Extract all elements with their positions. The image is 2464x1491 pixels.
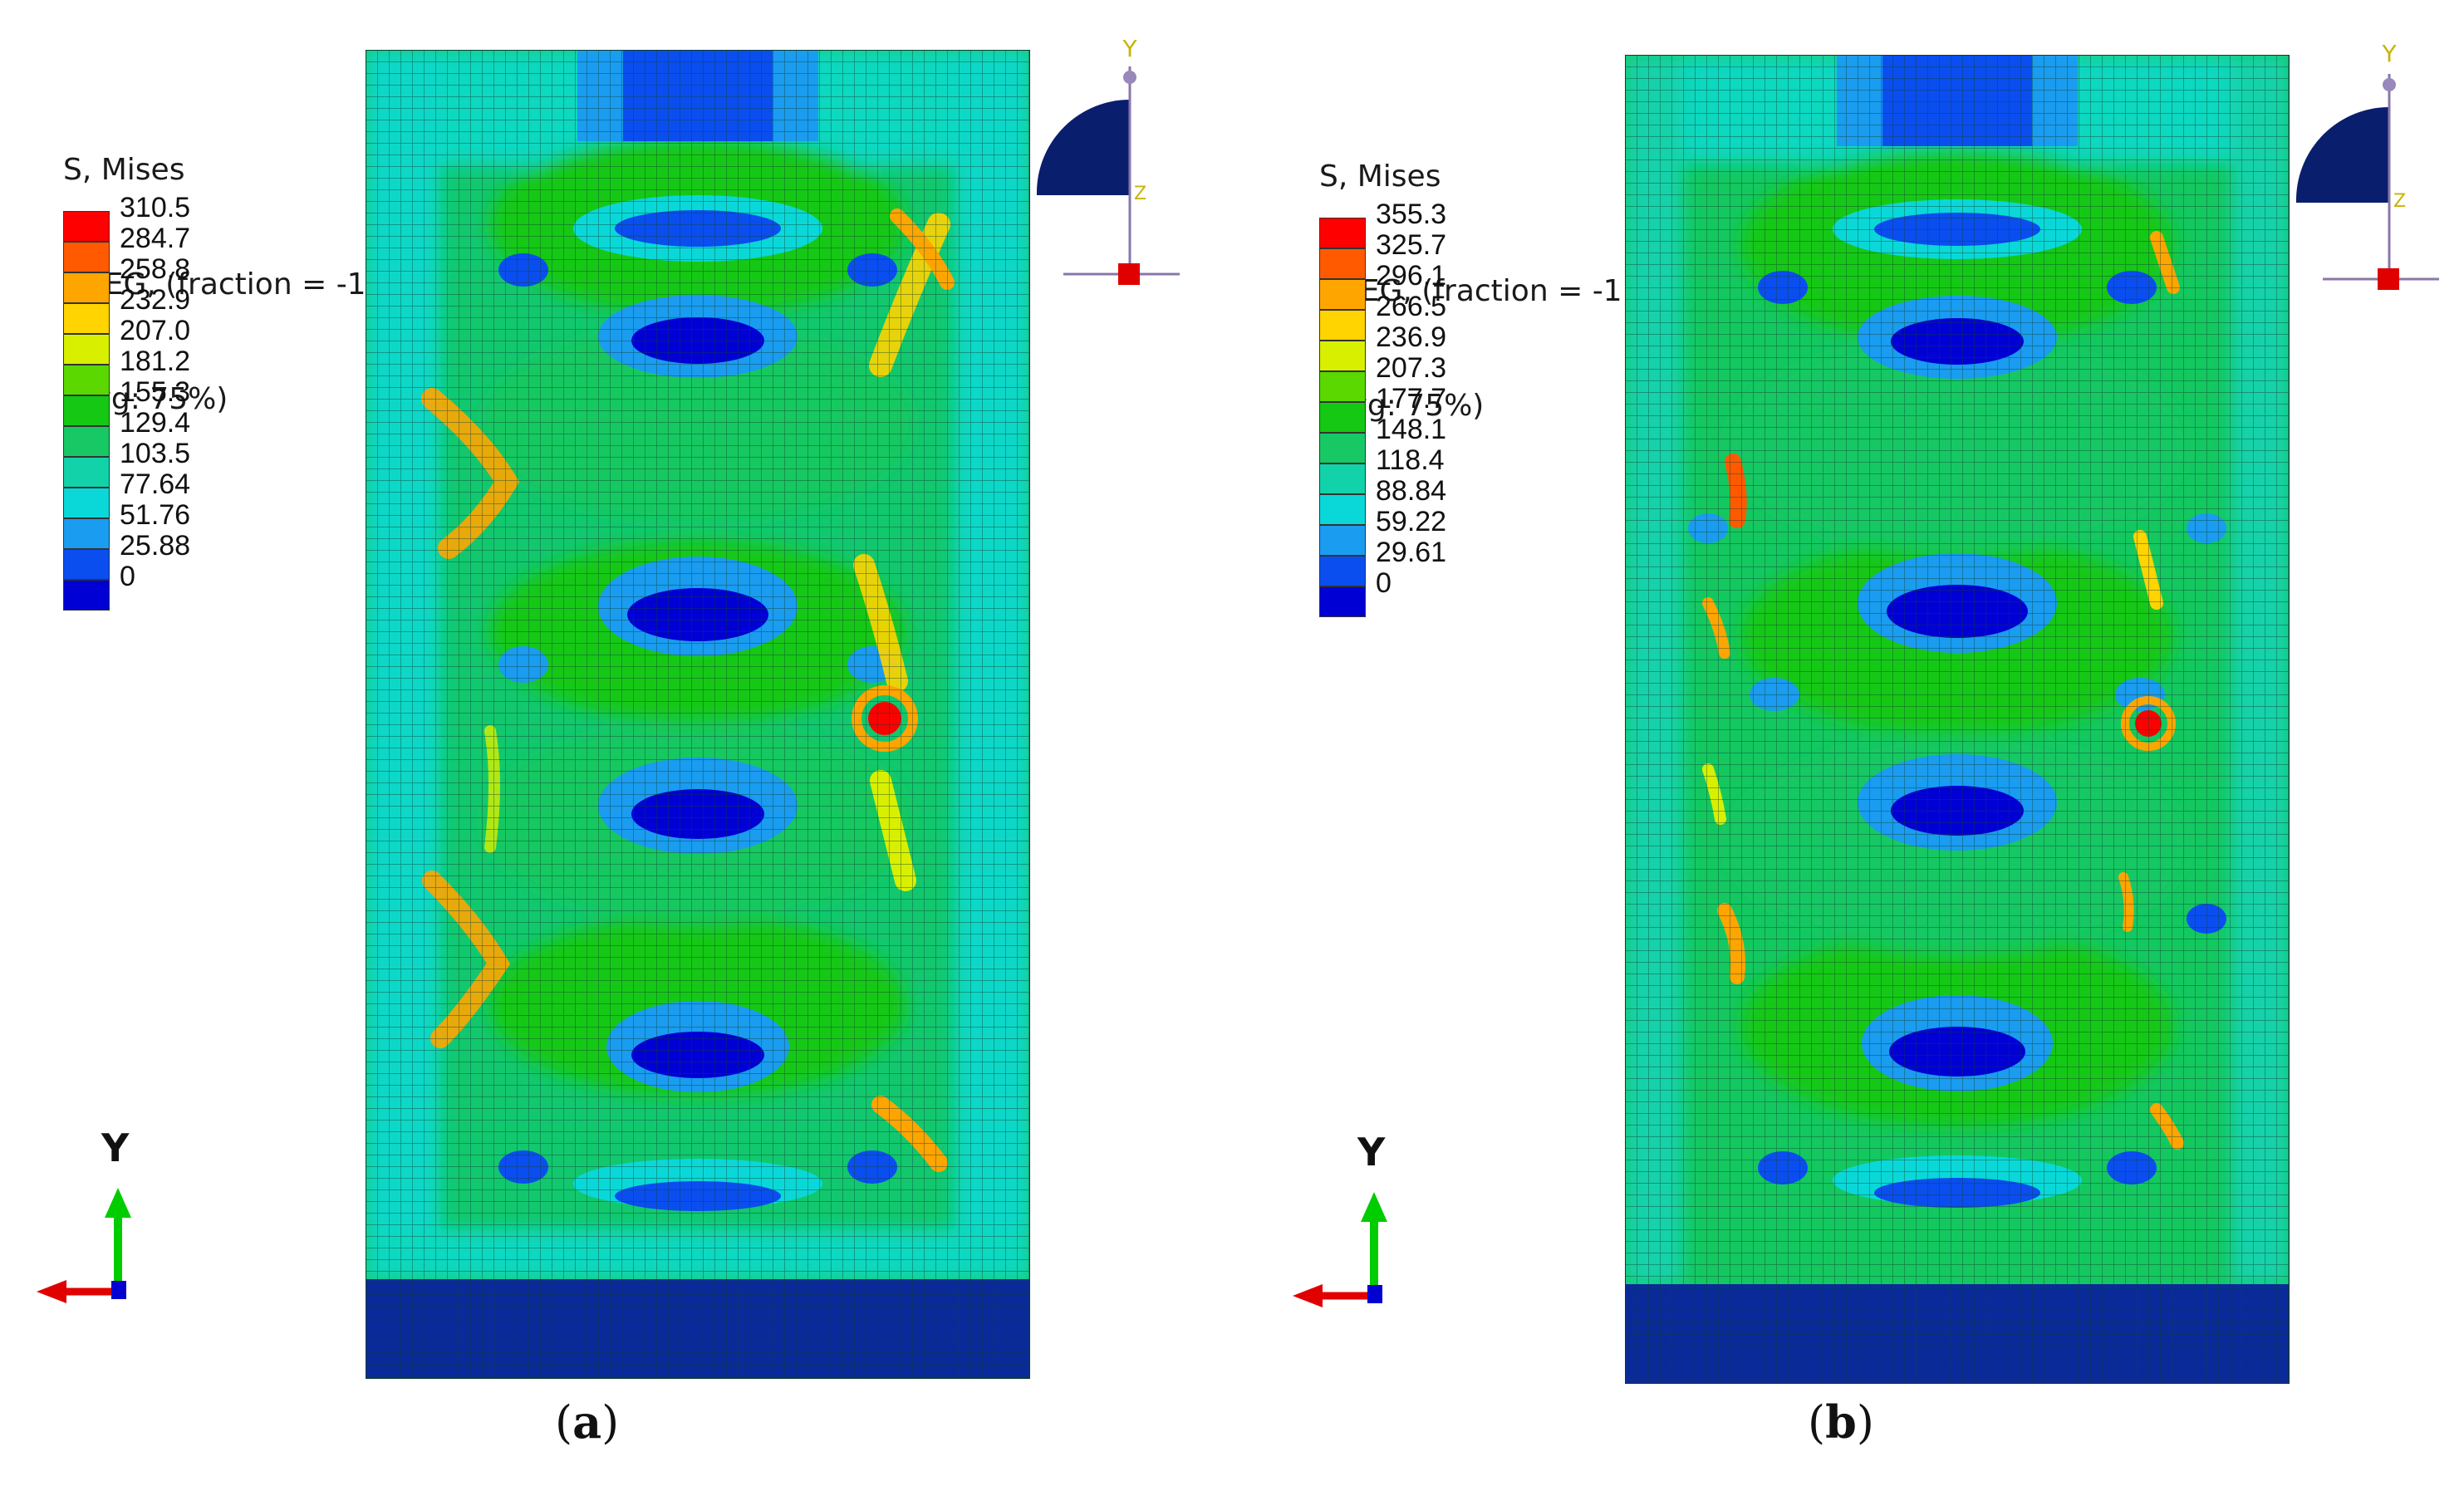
triad-x-arrow [1293, 1284, 1323, 1307]
legend-value: 296.1 [1376, 260, 1447, 292]
view-cube[interactable]: Y Z [2290, 37, 2456, 302]
contour-legend-bar [1319, 218, 1366, 617]
legend-swatch [63, 457, 110, 488]
legend-value: 236.9 [1376, 321, 1447, 353]
legend-section-label: SNEG, (fraction = -1.0) [63, 267, 406, 302]
legend-value: 103.5 [120, 438, 191, 469]
legend-swatch [63, 334, 110, 365]
triad-z-marker [111, 1281, 126, 1299]
legend-value: 181.2 [120, 346, 191, 377]
view-cube-z-label: Z [2393, 191, 2406, 212]
legend-value: 177.7 [1376, 383, 1447, 414]
coordinate-triad [1293, 1192, 1387, 1307]
legend-swatch [1319, 248, 1366, 279]
legend-swatch [1319, 463, 1366, 494]
legend-swatch [63, 580, 110, 611]
legend-value: 310.5 [120, 192, 191, 223]
legend-variable-label: S, Mises [1319, 159, 1441, 194]
mesh-grid [366, 50, 1030, 1379]
triad-y-label: Y [1357, 1130, 1386, 1175]
legend-section-label: SNEG, (fraction = -1.0) [1319, 274, 1662, 308]
legend-value: 258.8 [120, 253, 191, 285]
view-cube-y-label: Y [2381, 40, 2397, 67]
stress-contour-plot [1625, 55, 2290, 1384]
legend-swatch [63, 395, 110, 426]
triad-y-label: Y [101, 1126, 130, 1170]
legend-swatch [1319, 494, 1366, 525]
legend-swatch [63, 303, 110, 334]
panel-b: S, Mises SNEG, (fraction = -1.0) (Avg: 7… [1256, 0, 2464, 1491]
legend-value: 207.0 [120, 315, 191, 346]
legend-averaging-label: (Avg: 75%) [1319, 389, 1485, 423]
legend-swatch [1319, 433, 1366, 463]
legend-value: 148.1 [1376, 414, 1447, 445]
legend-swatch [1319, 218, 1366, 248]
legend-swatch [1319, 279, 1366, 310]
stress-contour-plot [366, 50, 1030, 1379]
triad-z-marker [1367, 1285, 1382, 1303]
triad-y-arrow [1361, 1192, 1387, 1222]
legend-value: 59.22 [1376, 506, 1447, 537]
legend-value: 0 [1376, 567, 1392, 599]
view-cube[interactable]: Y Z [1030, 33, 1196, 299]
panel-caption: (b) [1808, 1395, 1874, 1449]
legend-swatch [1319, 371, 1366, 402]
contour-legend-values: 310.5 284.7 258.8 232.9 207.0 181.2 155.… [120, 193, 190, 592]
panel-caption: (a) [555, 1395, 620, 1449]
view-cube-shape [2296, 107, 2389, 203]
triad-x-arrow [37, 1280, 66, 1303]
legend-value: 232.9 [120, 284, 191, 316]
legend-value: 88.84 [1376, 475, 1447, 507]
legend-value: 25.88 [120, 530, 191, 562]
view-cube-origin-marker [2378, 268, 2399, 290]
legend-swatch [1319, 310, 1366, 341]
contour-legend-values: 355.3 325.7 296.1 266.5 236.9 207.3 177.… [1376, 199, 1446, 599]
contour-legend-bar [63, 211, 110, 611]
mesh-grid [1625, 55, 2290, 1384]
coordinate-triad [37, 1188, 131, 1303]
view-cube-z-label: Z [1134, 184, 1146, 204]
legend-value: 77.64 [120, 468, 191, 500]
panel-a: S, Mises SNEG, (fraction = -1.0) (Avg: 7… [37, 33, 1196, 1449]
legend-averaging-label: (Avg: 75%) [63, 382, 228, 416]
legend-value: 155.3 [120, 376, 191, 408]
legend-swatch [63, 426, 110, 457]
legend-value: 0 [120, 561, 135, 592]
view-cube-y-label: Y [1122, 35, 1137, 62]
legend-value: 51.76 [120, 499, 191, 531]
legend-value: 284.7 [120, 223, 191, 254]
legend-swatch [63, 211, 110, 242]
legend-value: 118.4 [1376, 444, 1445, 476]
legend-value: 129.4 [120, 407, 191, 439]
legend-value: 207.3 [1376, 352, 1447, 384]
legend-swatch [63, 365, 110, 395]
legend-value: 325.7 [1376, 229, 1447, 261]
view-cube-shape [1037, 100, 1130, 195]
legend-swatch [63, 242, 110, 272]
legend-swatch [1319, 556, 1366, 586]
legend-swatch [1319, 341, 1366, 371]
view-cube-origin-marker [1118, 263, 1140, 285]
legend-swatch [1319, 402, 1366, 433]
legend-swatch [63, 549, 110, 580]
legend-swatch [63, 272, 110, 303]
legend-swatch [1319, 586, 1366, 617]
legend-swatch [1319, 525, 1366, 556]
legend-value: 266.5 [1376, 291, 1447, 322]
legend-swatch [63, 488, 110, 518]
legend-variable-label: S, Mises [63, 153, 185, 187]
legend-title: S, Mises SNEG, (fraction = -1.0) (Avg: 7… [1319, 81, 1662, 502]
triad-y-arrow [105, 1188, 131, 1218]
legend-title: S, Mises SNEG, (fraction = -1.0) (Avg: 7… [63, 75, 406, 495]
legend-value: 355.3 [1376, 199, 1447, 230]
legend-swatch [63, 518, 110, 549]
legend-value: 29.61 [1376, 537, 1447, 568]
